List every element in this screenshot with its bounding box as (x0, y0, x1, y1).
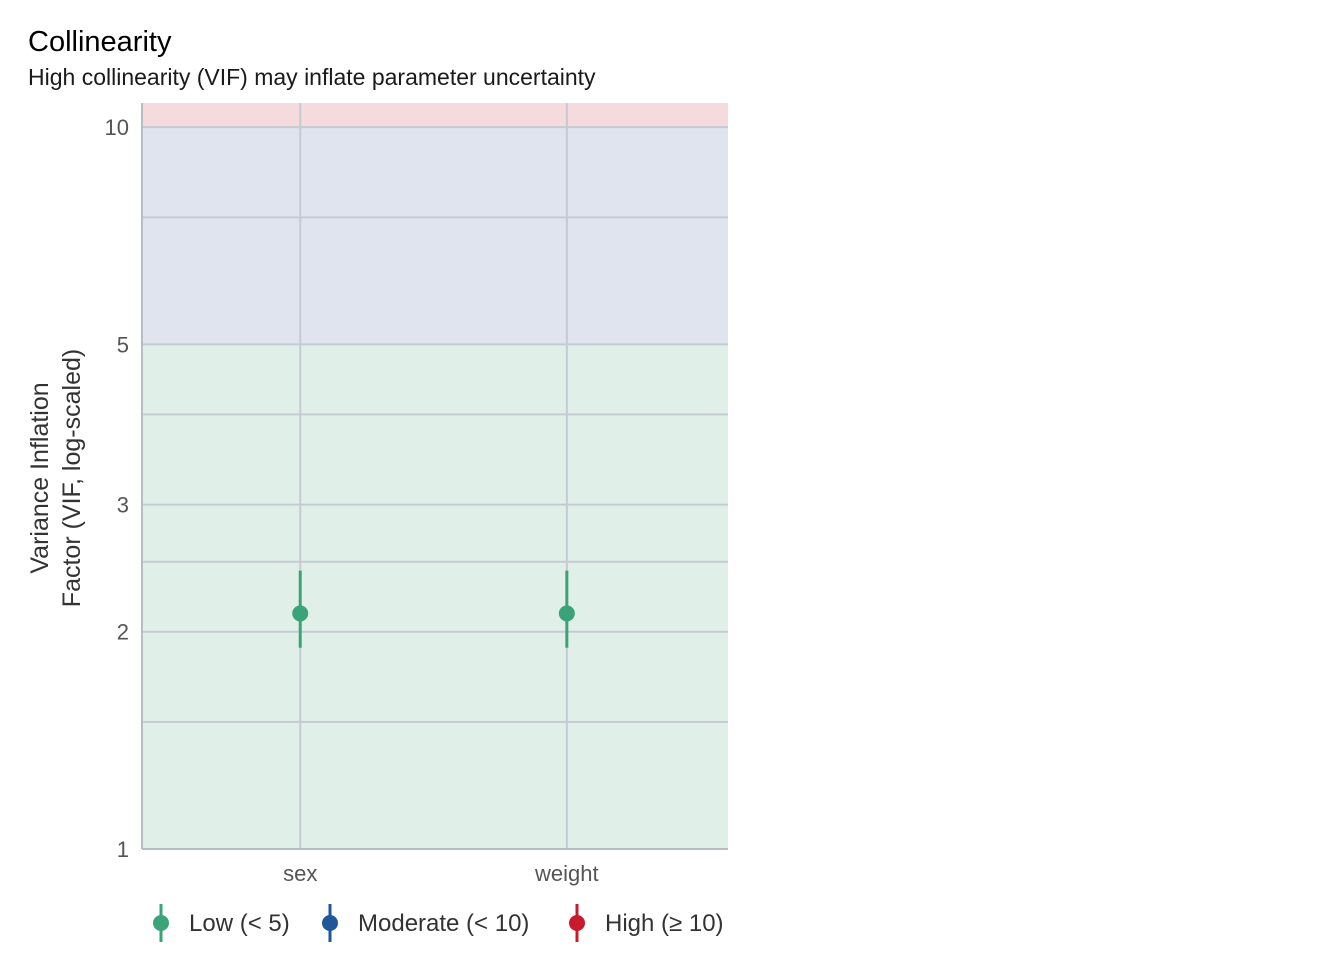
gridlines (142, 103, 728, 850)
legend-key-dot (153, 915, 169, 931)
data-points (292, 570, 575, 648)
y-axis-title-line-2: Factor (VIF, log-scaled) (58, 349, 86, 607)
chart-subtitle: High collinearity (VIF) may inflate para… (28, 64, 596, 90)
data-point (558, 605, 575, 622)
risk-band (142, 344, 728, 849)
x-tick-label: sex (283, 861, 317, 886)
data-point (292, 605, 309, 622)
legend-key-dot (322, 915, 338, 931)
y-tick-label: 2 (117, 620, 129, 645)
axes (141, 103, 728, 850)
risk-band (142, 127, 728, 345)
legend-label: High (≥ 10) (605, 910, 724, 937)
y-tick-label: 10 (105, 115, 129, 140)
y-tick-label: 3 (117, 493, 129, 518)
y-tick-labels: 1 2 3 5 10 (105, 115, 129, 862)
y-tick-label: 1 (117, 837, 129, 862)
chart-title: Collinearity (28, 26, 172, 58)
risk-bands (142, 103, 728, 849)
legend-key-dot (569, 915, 585, 931)
y-axis-title-line-1: Variance Inflation (26, 382, 54, 573)
y-tick-label: 5 (117, 332, 129, 357)
x-tick-label: weight (534, 861, 599, 886)
risk-band (142, 103, 728, 128)
x-tick-labels: sex weight (283, 861, 599, 886)
legend-label: Moderate (< 10) (358, 910, 529, 937)
legend: Low (< 5) Moderate (< 10) High (≥ 10) (153, 904, 724, 942)
legend-label: Low (< 5) (189, 910, 290, 937)
